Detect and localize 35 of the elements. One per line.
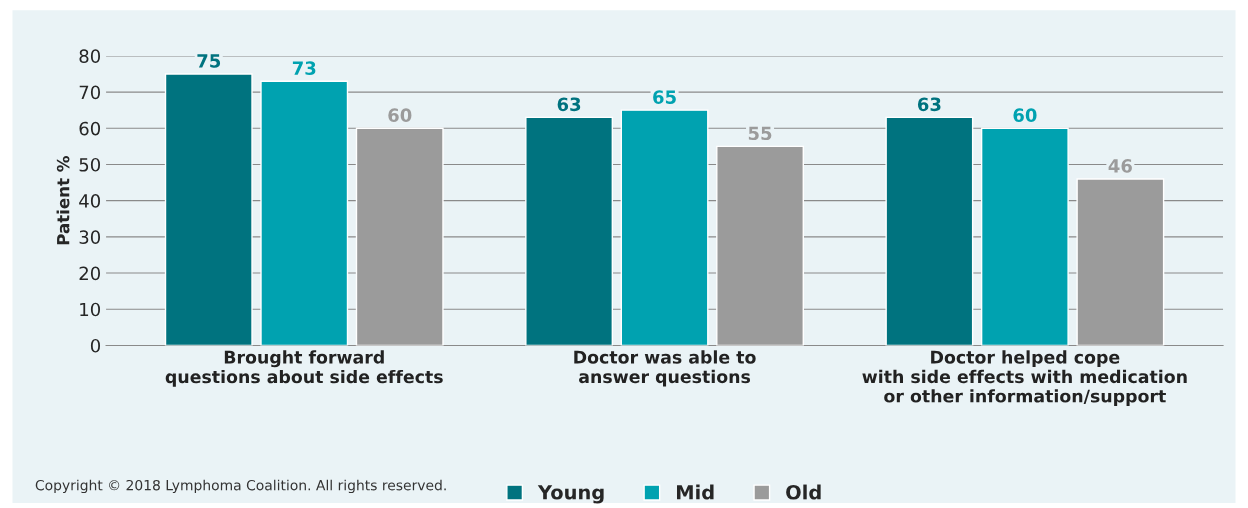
y-tick-label: 10 xyxy=(80,302,101,317)
y-tick-label: 0 xyxy=(90,338,101,353)
x-tick-label: Brought forward questions about side effects xyxy=(165,350,443,387)
bar xyxy=(260,80,349,346)
legend-label: Old xyxy=(786,484,821,500)
legend-label: Mid xyxy=(677,484,714,500)
y-axis-title: Patient % xyxy=(56,156,70,245)
legend-label: Young xyxy=(537,485,604,504)
x-tick-label: Doctor helped cope with side effects with medication or other information/support xyxy=(862,350,1187,406)
bar xyxy=(1076,178,1165,346)
y-tick-label: 50 xyxy=(79,157,101,172)
bar xyxy=(355,127,444,346)
x-tick-label: Doctor was able to answer questions xyxy=(574,350,756,387)
bar xyxy=(885,116,974,346)
y-tick-label: 60 xyxy=(79,121,101,136)
bar xyxy=(980,127,1069,346)
y-tick-label: 80 xyxy=(79,49,101,63)
data-label: 46 xyxy=(1108,159,1132,173)
y-tick-label: 30 xyxy=(79,230,101,244)
y-tick-label: 40 xyxy=(79,194,101,208)
bar xyxy=(620,109,709,346)
data-label: 60 xyxy=(1013,108,1037,122)
text: Copyright © 2018 Lymphoma Coalition. All rights reserved. xyxy=(35,479,446,494)
bar xyxy=(525,116,614,346)
y-tick-label: 70 xyxy=(79,85,101,100)
data-label: 73 xyxy=(292,61,316,75)
bar xyxy=(716,145,804,346)
data-label: 63 xyxy=(917,97,941,112)
data-label: 65 xyxy=(653,90,676,104)
data-label: 75 xyxy=(197,54,221,68)
data-label: 63 xyxy=(557,97,581,112)
y-tick-label: 20 xyxy=(79,266,101,281)
data-label: 55 xyxy=(748,126,772,141)
bar xyxy=(164,73,253,346)
data-label: 60 xyxy=(388,108,412,122)
